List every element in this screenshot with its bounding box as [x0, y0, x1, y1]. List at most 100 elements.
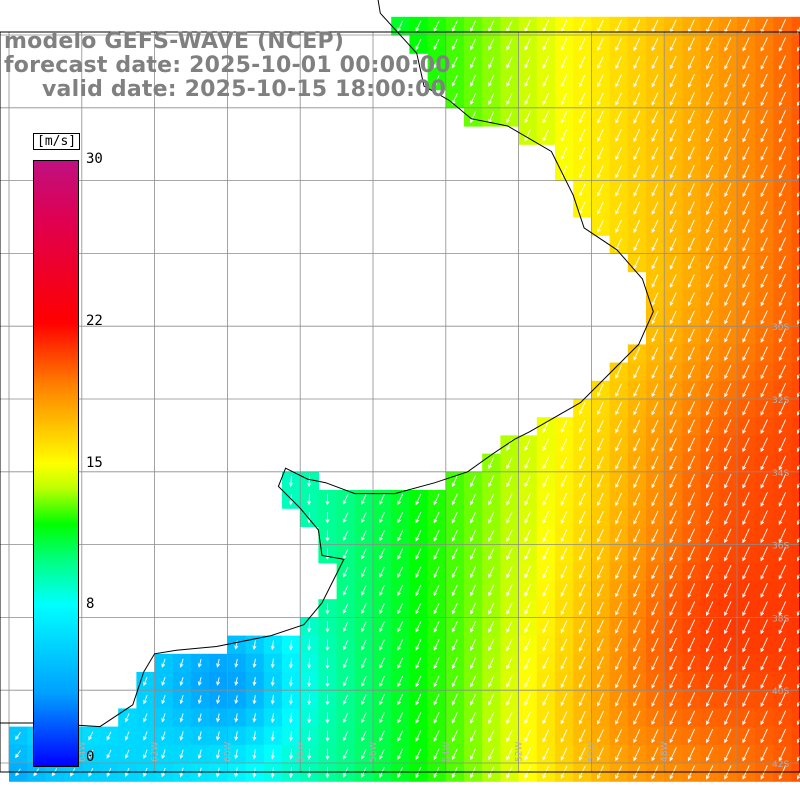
- wind-arrow: [597, 129, 604, 142]
- wind-arrow: [760, 146, 768, 161]
- wind-arrow: [415, 730, 422, 742]
- wind-arrow: [470, 56, 477, 69]
- wind-arrow: [706, 128, 714, 143]
- wind-arrow: [778, 401, 787, 416]
- wind-arrow: [451, 75, 458, 87]
- wind-arrow: [633, 419, 641, 434]
- wind-arrow: [724, 346, 732, 362]
- wind-arrow: [651, 74, 659, 88]
- wind-arrow: [488, 675, 495, 688]
- wind-arrow: [669, 347, 677, 361]
- wind-arrow: [488, 639, 495, 652]
- wind-arrow: [760, 37, 768, 52]
- wind-arrow: [669, 219, 677, 234]
- wind-arrow: [615, 37, 622, 52]
- wind-arrow: [161, 676, 166, 687]
- wind-arrow: [760, 564, 768, 580]
- wind-arrow: [143, 731, 148, 741]
- wind-arrow: [252, 658, 257, 668]
- wind-arrow: [742, 637, 750, 653]
- wind-arrow: [669, 310, 677, 325]
- wind-arrow: [216, 695, 221, 705]
- colorbar-tick-label: 30: [86, 151, 103, 167]
- wind-arrow: [796, 444, 800, 453]
- wind-arrow: [397, 493, 404, 506]
- wind-arrow: [252, 749, 257, 760]
- valid-date: valid date: 2025-10-15 18:00:00: [42, 77, 447, 102]
- wind-arrow: [524, 38, 531, 51]
- wind-arrow: [651, 365, 659, 379]
- wind-arrow: [307, 712, 312, 724]
- wind-arrow: [724, 383, 732, 398]
- wind-arrow: [760, 546, 768, 562]
- wind-arrow: [325, 694, 330, 706]
- wind-arrow: [433, 639, 440, 651]
- wind-arrow: [252, 731, 257, 742]
- wind-arrow: [633, 92, 641, 106]
- wind-arrow: [433, 530, 440, 542]
- wind-arrow: [633, 747, 641, 762]
- wind-arrow: [88, 749, 94, 759]
- wind-arrow: [651, 92, 659, 106]
- wind-arrow: [615, 383, 622, 397]
- wind-arrow: [633, 492, 641, 507]
- wind-arrow: [470, 93, 477, 106]
- wind-arrow: [742, 219, 750, 234]
- wind-arrow: [742, 37, 750, 52]
- map-frame: [0, 31, 800, 773]
- wind-arrow: [705, 437, 714, 453]
- wind-arrow: [15, 750, 21, 759]
- wind-arrow: [760, 528, 768, 544]
- wind-arrow: [778, 601, 787, 617]
- wind-arrow: [379, 694, 385, 706]
- model-title: modelo GEFS-WAVE (NCEP): [4, 29, 345, 54]
- wind-arrow: [560, 92, 568, 106]
- wind-arrow: [415, 639, 422, 651]
- wind-arrow: [796, 535, 800, 544]
- wind-arrow: [451, 748, 458, 761]
- wind-arrow: [451, 621, 458, 633]
- wind-arrow: [542, 729, 550, 743]
- wind-arrow: [342, 694, 349, 706]
- wind-arrow: [524, 602, 531, 615]
- wind-arrow: [579, 56, 586, 70]
- wind-arrow: [579, 74, 586, 88]
- wind-arrow: [560, 583, 568, 598]
- wind-arrow: [542, 547, 550, 561]
- wind-arrow: [796, 262, 800, 271]
- wind-arrow: [633, 56, 641, 70]
- wind-arrow: [705, 564, 714, 580]
- wind-arrow: [669, 165, 677, 179]
- wind-arrow: [687, 510, 696, 525]
- wind-arrow: [796, 335, 800, 344]
- wind-arrow: [651, 674, 659, 689]
- wind-arrow: [597, 492, 604, 507]
- wind-arrow: [651, 310, 659, 325]
- wind-arrow: [669, 510, 677, 525]
- wind-arrow: [615, 619, 623, 634]
- wind-arrow: [179, 731, 184, 741]
- wind-arrow: [760, 437, 768, 453]
- wind-arrow: [288, 712, 293, 724]
- wind-arrow: [651, 56, 659, 70]
- wind-arrow: [633, 201, 641, 215]
- wind-arrow: [706, 255, 714, 270]
- wind-arrow: [687, 92, 695, 106]
- wind-arrow: [560, 693, 568, 707]
- wind-arrow: [706, 274, 714, 289]
- wind-arrow: [506, 602, 513, 615]
- wind-arrow: [325, 621, 330, 633]
- wind-arrow: [578, 474, 586, 488]
- wind-arrow: [651, 692, 659, 707]
- wind-arrow: [669, 601, 677, 617]
- wind-arrow: [415, 493, 422, 506]
- wind-arrow: [760, 328, 768, 343]
- wind-arrow: [651, 37, 659, 52]
- wind-arrow: [433, 621, 440, 633]
- wind-arrow: [742, 237, 750, 252]
- wind-arrow: [470, 475, 477, 488]
- wind-arrow: [578, 638, 586, 652]
- wind-arrow: [724, 728, 732, 744]
- wind-arrow: [633, 347, 641, 361]
- wind-arrow: [706, 110, 714, 125]
